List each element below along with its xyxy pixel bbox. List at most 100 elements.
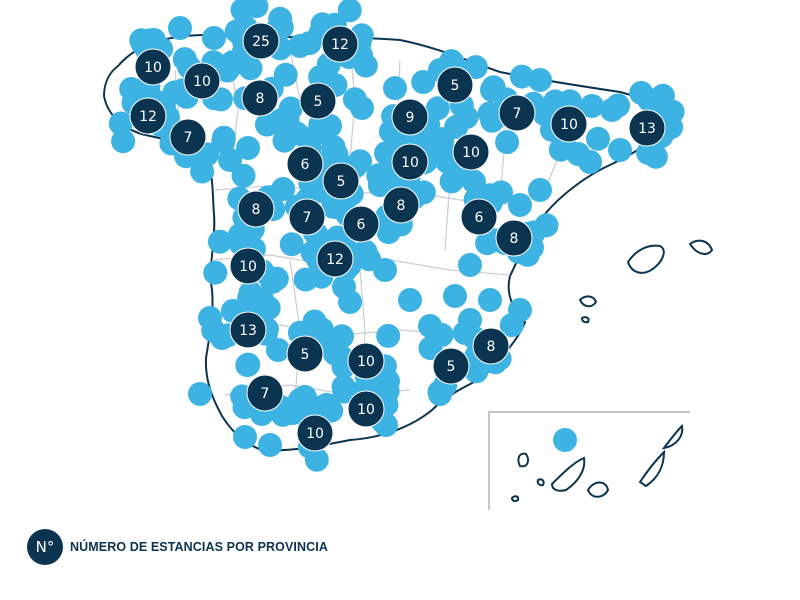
cluster-circle[interactable] (495, 219, 533, 257)
cluster-circle[interactable] (342, 205, 380, 243)
stay-dot (288, 34, 312, 58)
cluster-badge-murcia[interactable]: 5 (432, 347, 470, 385)
cluster-circle[interactable] (460, 198, 498, 236)
cluster-count: 7 (261, 386, 270, 402)
cluster-count: 10 (560, 117, 578, 133)
cluster-circle[interactable] (391, 143, 429, 181)
cluster-badge-valladolid[interactable]: 5 (322, 162, 360, 200)
cluster-circle[interactable] (628, 109, 666, 147)
cluster-circle[interactable] (242, 22, 280, 60)
cluster-circle[interactable] (347, 342, 385, 380)
cluster-badge-zaragoza[interactable]: 10 (452, 133, 490, 171)
cluster-circle[interactable] (134, 48, 172, 86)
cluster-circle[interactable] (498, 94, 536, 132)
stay-dot (266, 338, 290, 362)
stay-dot (231, 163, 256, 188)
stay-dot (428, 382, 452, 406)
cluster-count: 5 (451, 78, 460, 94)
cluster-circle[interactable] (229, 311, 267, 349)
balearic-islands (578, 239, 714, 324)
cluster-badge-asturias[interactable]: 25 (242, 22, 280, 60)
cluster-badge-lugo[interactable]: 10 (183, 62, 221, 100)
cluster-badge-la-rioja[interactable]: 9 (391, 98, 429, 136)
cluster-badge-alicante[interactable]: 8 (472, 327, 510, 365)
stay-dot (168, 16, 192, 40)
cluster-circle[interactable] (169, 118, 207, 156)
cluster-circle[interactable] (452, 133, 490, 171)
cluster-badge-a-coruna[interactable]: 10 (134, 48, 172, 86)
cluster-badge-cordoba[interactable]: 5 (286, 335, 324, 373)
cluster-badge-granada[interactable]: 10 (347, 390, 385, 428)
cluster-count: 10 (306, 426, 324, 442)
cluster-count: 5 (301, 347, 310, 363)
canary-islands (510, 423, 684, 503)
cluster-circle[interactable] (347, 390, 385, 428)
cluster-count: 8 (510, 231, 519, 247)
cluster-circle[interactable] (472, 327, 510, 365)
cluster-badge-toledo[interactable]: 12 (316, 240, 354, 278)
stay-dot (198, 306, 222, 330)
cluster-circle[interactable] (316, 240, 354, 278)
cluster-badge-cantabria[interactable]: 12 (321, 25, 359, 63)
stay-dot (376, 369, 400, 394)
cluster-badge-badajoz[interactable]: 13 (229, 311, 267, 349)
cluster-badge-zamora[interactable]: 6 (286, 145, 324, 183)
cluster-count: 8 (256, 91, 265, 107)
stay-dot (454, 105, 479, 130)
stay-dot (318, 114, 342, 138)
cluster-circle[interactable] (321, 25, 359, 63)
cluster-circle[interactable] (299, 82, 337, 120)
cluster-badge-malaga[interactable]: 10 (296, 414, 334, 452)
stay-dot (528, 68, 552, 92)
cluster-circle[interactable] (288, 198, 326, 236)
cluster-circle[interactable] (550, 105, 588, 143)
cluster-badge-girona[interactable]: 13 (628, 109, 666, 147)
cluster-circle[interactable] (129, 97, 167, 135)
cluster-count: 10 (193, 74, 211, 90)
cluster-badge-ourense[interactable]: 7 (169, 118, 207, 156)
cluster-count: 5 (337, 174, 346, 190)
stay-dot (480, 78, 504, 102)
cluster-badge-teruel[interactable]: 6 (460, 198, 498, 236)
cluster-circle[interactable] (246, 374, 284, 412)
cluster-badge-jaen[interactable]: 10 (347, 342, 385, 380)
stay-dot (373, 258, 397, 282)
cluster-badge-avila[interactable]: 7 (288, 198, 326, 236)
cluster-circle[interactable] (322, 162, 360, 200)
cluster-circle[interactable] (237, 190, 275, 228)
cluster-count: 13 (239, 323, 257, 339)
cluster-circle[interactable] (241, 79, 279, 117)
cluster-badge-lleida[interactable]: 10 (550, 105, 588, 143)
stay-dot (272, 128, 297, 153)
cluster-circle[interactable] (436, 66, 474, 104)
cluster-circle[interactable] (391, 98, 429, 136)
legend-label: NÚMERO DE ESTANCIAS POR PROVINCIA (70, 540, 328, 554)
cluster-count: 12 (326, 252, 344, 268)
cluster-badge-guadalajara[interactable]: 8 (382, 186, 420, 224)
cluster-count: 6 (475, 210, 484, 226)
cluster-circle[interactable] (432, 347, 470, 385)
stay-dot (203, 260, 228, 285)
cluster-circle[interactable] (286, 335, 324, 373)
cluster-badge-salamanca[interactable]: 8 (237, 190, 275, 228)
cluster-badge-leon[interactable]: 8 (241, 79, 279, 117)
cluster-count: 10 (357, 354, 375, 370)
cluster-count: 12 (331, 37, 349, 53)
cluster-circle[interactable] (286, 145, 324, 183)
cluster-badge-pontevedra[interactable]: 12 (129, 97, 167, 135)
cluster-badge-soria[interactable]: 10 (391, 143, 429, 181)
cluster-badge-caceres[interactable]: 10 (229, 247, 267, 285)
cluster-circle[interactable] (296, 414, 334, 452)
cluster-count: 6 (301, 157, 310, 173)
cluster-badge-burgos[interactable]: 5 (299, 82, 337, 120)
cluster-badge-navarra[interactable]: 5 (436, 66, 474, 104)
cluster-count: 8 (252, 202, 261, 218)
cluster-circle[interactable] (183, 62, 221, 100)
cluster-circle[interactable] (229, 247, 267, 285)
cluster-badge-madrid[interactable]: 6 (342, 205, 380, 243)
cluster-circle[interactable] (382, 186, 420, 224)
cluster-badge-sevilla[interactable]: 7 (246, 374, 284, 412)
cluster-badge-huesca[interactable]: 7 (498, 94, 536, 132)
cluster-badge-castellon[interactable]: 8 (495, 219, 533, 257)
